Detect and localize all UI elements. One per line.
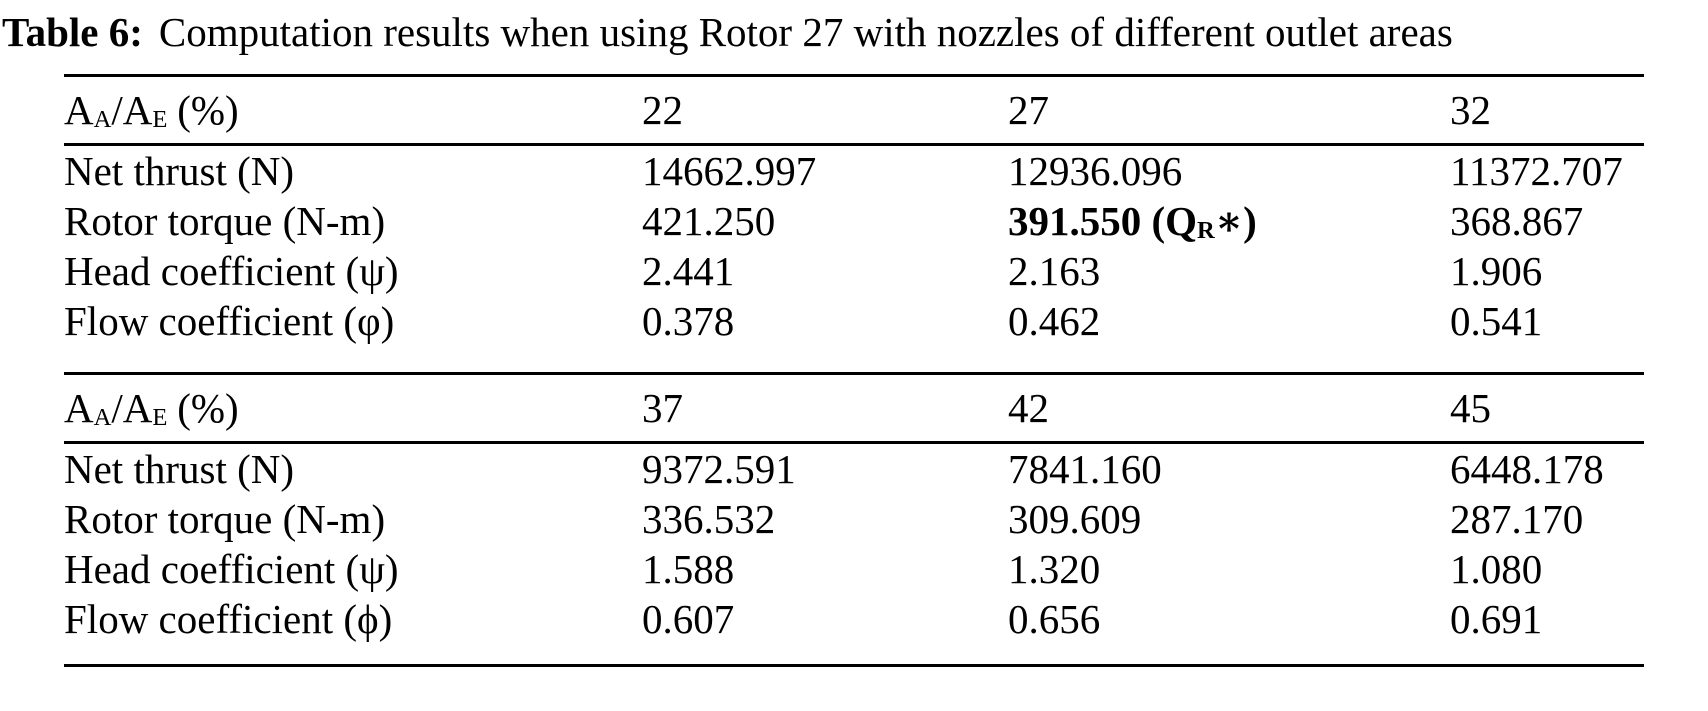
area-ratio-header: AA/AE (%)	[64, 372, 642, 444]
table-cell: 1.080	[1450, 546, 1543, 592]
table-row-net-thrust: Net thrust (N) 14662.997 12936.096 11372…	[64, 145, 1644, 197]
row-label: Rotor torque (N-m)	[64, 496, 386, 542]
table-row-flow-coefficient: Flow coefficient (φ) 0.378 0.462 0.541	[64, 296, 1644, 374]
table-cell: 421.250	[642, 198, 776, 244]
table-row-head-coefficient: Head coefficient (ψ) 1.588 1.320 1.080	[64, 544, 1644, 594]
table-cell: 0.462	[1008, 298, 1101, 344]
table-cell: 336.532	[642, 496, 776, 542]
table-cell: 1.906	[1450, 248, 1543, 294]
table-section-1: AA/AE (%) 22 27 32 Net thrust (N) 14662.9…	[64, 74, 1644, 374]
table-row-rotor-torque: Rotor torque (N-m) 336.532 309.609 287.1…	[64, 494, 1644, 544]
table-cell: 12936.096	[1008, 148, 1183, 194]
table-cell: 14662.997	[642, 148, 817, 194]
row-label: Flow coefficient (ϕ)	[64, 594, 642, 667]
table-cell: 7841.160	[1008, 446, 1162, 492]
results-table: AA/AE (%) 22 27 32 Net thrust (N) 14662.9…	[64, 74, 1644, 667]
table-row-rotor-torque: Rotor torque (N-m) 421.250 391.550 (QR∗)…	[64, 196, 1644, 246]
table-caption-number: Table 6:	[2, 9, 143, 55]
table-cell: 2.163	[1008, 248, 1101, 294]
row-label: Head coefficient (ψ)	[64, 546, 399, 592]
table-row-flow-coefficient: Flow coefficient (ϕ) 0.607 0.656 0.691	[64, 594, 1644, 667]
col-header: 45	[1450, 372, 1644, 444]
col-header: 37	[642, 372, 1008, 444]
table-cell-optimal-torque: 391.550 (QR∗)	[1008, 198, 1257, 244]
table-caption: Table 6: Computation results when using R…	[2, 8, 1708, 56]
table-cell: 11372.707	[1450, 148, 1623, 194]
table-cell: 0.541	[1450, 298, 1543, 344]
table-cell: 9372.591	[642, 446, 796, 492]
col-header: 42	[1008, 372, 1450, 444]
table-cell: 287.170	[1450, 496, 1584, 542]
row-label: Head coefficient (ψ)	[64, 248, 399, 294]
table-cell: 368.867	[1450, 198, 1584, 244]
table-cell: 1.320	[1008, 546, 1101, 592]
section-1-header-row: AA/AE (%) 22 27 32	[64, 74, 1644, 146]
table-cell: 0.378	[642, 298, 735, 344]
row-label: Flow coefficient (φ)	[64, 298, 395, 344]
col-header: 22	[642, 74, 1008, 146]
table-cell: 6448.178	[1450, 446, 1604, 492]
table-row-head-coefficient: Head coefficient (ψ) 2.441 2.163 1.906	[64, 246, 1644, 296]
table-cell: 0.656	[1008, 594, 1450, 667]
col-header: 32	[1450, 74, 1644, 146]
table-cell: 309.609	[1008, 496, 1142, 542]
table-caption-text: Computation results when using Rotor 27 …	[158, 9, 1453, 55]
col-header: 27	[1008, 74, 1450, 146]
row-label: Net thrust (N)	[64, 148, 295, 194]
table-cell: 0.691	[1450, 594, 1644, 667]
table-cell: 0.607	[642, 594, 1008, 667]
section-2-header-row: AA/AE (%) 37 42 45	[64, 372, 1644, 444]
table-section-2: AA/AE (%) 37 42 45 Net thrust (N) 9372.59…	[64, 372, 1644, 667]
table-cell: 2.441	[642, 248, 735, 294]
area-ratio-header: AA/AE (%)	[64, 74, 642, 146]
row-label: Net thrust (N)	[64, 446, 295, 492]
table-cell: 1.588	[642, 546, 735, 592]
table-row-net-thrust: Net thrust (N) 9372.591 7841.160 6448.17…	[64, 443, 1644, 495]
row-label: Rotor torque (N-m)	[64, 198, 386, 244]
